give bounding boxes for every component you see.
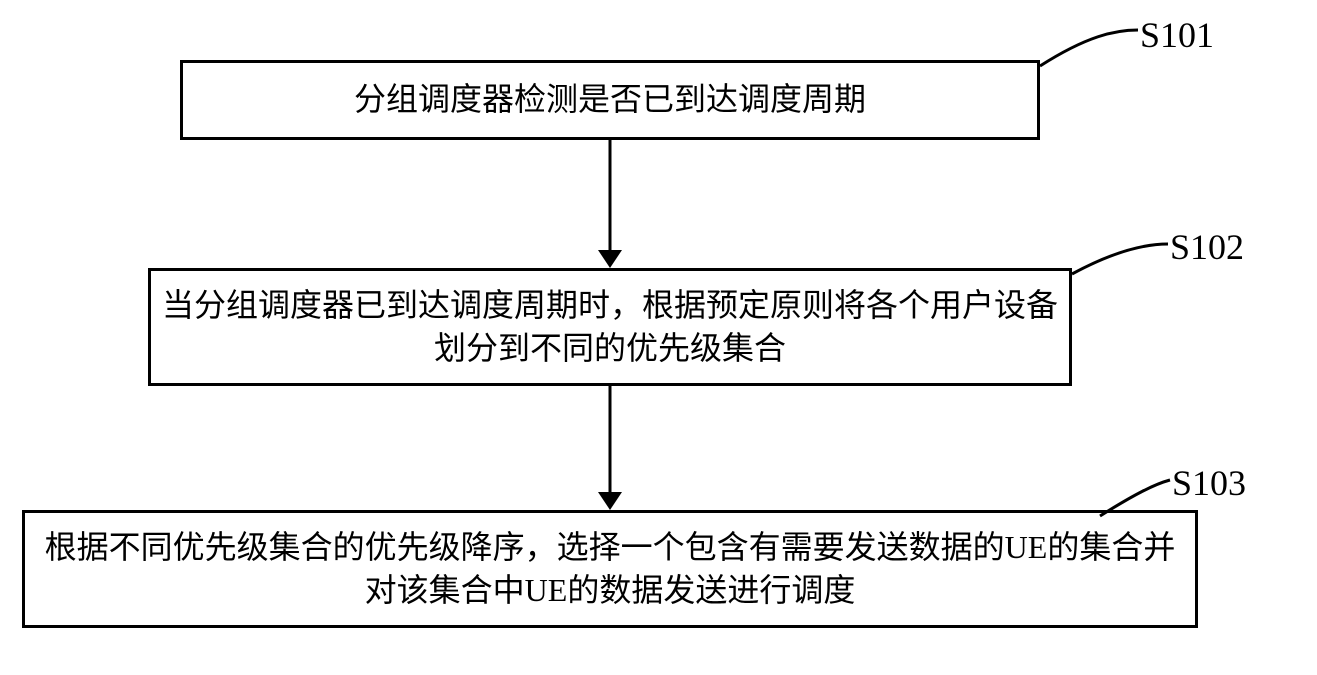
step-label-s101-text: S101 <box>1140 15 1214 55</box>
step-label-s101: S101 <box>1140 14 1214 56</box>
flowchart-canvas: 分组调度器检测是否已到达调度周期 当分组调度器已到达调度周期时，根据预定原则将各… <box>0 0 1317 675</box>
flow-node-s103-text: 根据不同优先级集合的优先级降序，选择一个包含有需要发送数据的UE的集合并对该集合… <box>35 526 1185 612</box>
flow-node-s101: 分组调度器检测是否已到达调度周期 <box>180 60 1040 140</box>
step-label-s103: S103 <box>1172 462 1246 504</box>
arrowhead-n2-n3 <box>598 492 622 510</box>
callout-s101 <box>1040 30 1138 66</box>
callout-s102 <box>1072 244 1168 274</box>
flow-node-s102: 当分组调度器已到达调度周期时，根据预定原则将各个用户设备划分到不同的优先级集合 <box>148 268 1072 386</box>
flow-node-s102-text: 当分组调度器已到达调度周期时，根据预定原则将各个用户设备划分到不同的优先级集合 <box>161 284 1059 370</box>
step-label-s103-text: S103 <box>1172 463 1246 503</box>
flow-node-s103: 根据不同优先级集合的优先级降序，选择一个包含有需要发送数据的UE的集合并对该集合… <box>22 510 1198 628</box>
step-label-s102-text: S102 <box>1170 227 1244 267</box>
step-label-s102: S102 <box>1170 226 1244 268</box>
flow-node-s101-text: 分组调度器检测是否已到达调度周期 <box>354 78 866 121</box>
arrowhead-n1-n2 <box>598 250 622 268</box>
